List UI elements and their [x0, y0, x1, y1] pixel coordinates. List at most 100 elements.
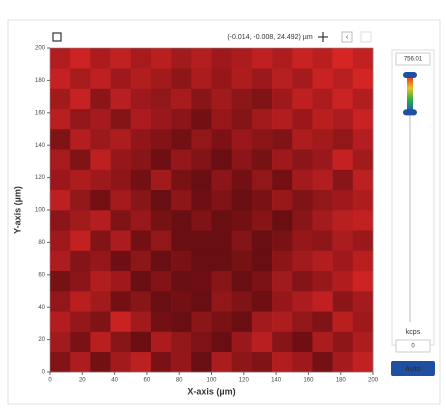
heatmap-cell	[231, 189, 253, 211]
heatmap-cell	[352, 250, 374, 272]
heatmap-cell	[110, 129, 132, 150]
heatmap-cell	[272, 311, 293, 332]
heatmap-cell	[272, 48, 293, 69]
heatmap-cell	[130, 169, 152, 191]
heatmap-cell	[231, 210, 253, 231]
heatmap-cell	[90, 291, 111, 312]
heatmap-cell	[70, 230, 91, 251]
heatmap-cell	[211, 169, 232, 191]
heatmap-cell	[312, 68, 333, 89]
heatmap-cell	[272, 270, 293, 292]
select-icon[interactable]	[52, 32, 62, 42]
heatmap-cell	[332, 250, 354, 272]
heatmap-cell	[191, 68, 212, 89]
heatmap-cell	[211, 129, 232, 150]
heatmap-cell	[191, 270, 212, 292]
heatmap-cell	[211, 311, 232, 332]
forward-button[interactable]	[360, 31, 372, 43]
heatmap-cell	[211, 189, 232, 211]
heatmap-cell	[312, 149, 333, 170]
heatmap-cell	[50, 230, 71, 251]
heatmap-cell	[312, 169, 333, 191]
heatmap-cell	[171, 48, 192, 69]
heatmap-cell	[292, 48, 313, 69]
max-box[interactable]	[395, 52, 431, 66]
heatmap-cell	[251, 169, 273, 191]
move-icon[interactable]	[318, 32, 328, 42]
heatmap-cell	[231, 311, 253, 332]
heatmap-cell	[90, 108, 111, 130]
heatmap-cell	[272, 88, 293, 110]
x-tick-label: 140	[271, 378, 282, 384]
heatmap-cell	[130, 311, 152, 332]
heatmap-cell	[110, 351, 132, 373]
heatmap-cell	[191, 189, 212, 211]
heatmap-cell	[110, 270, 132, 292]
heatmap-cell	[110, 189, 132, 211]
heatmap-cell	[191, 311, 212, 332]
heatmap-cell	[150, 291, 172, 312]
heatmap-cell	[191, 108, 212, 130]
heatmap-cell	[191, 250, 212, 272]
heatmap-cell	[90, 230, 111, 251]
heatmap-cell	[50, 210, 71, 231]
heatmap-cell	[312, 331, 333, 353]
heatmap-cell	[130, 68, 152, 89]
heatmap-cell	[352, 331, 374, 353]
heatmap-cell	[352, 48, 374, 69]
heatmap-cell	[70, 108, 91, 130]
heatmap-cell	[50, 189, 71, 211]
y-tick-label: 60	[38, 272, 45, 278]
heatmap-cell	[130, 88, 152, 110]
heatmap-cell	[171, 250, 192, 272]
heatmap-cell	[231, 129, 253, 150]
heatmap-cell	[332, 169, 354, 191]
min-box[interactable]	[395, 339, 431, 353]
heatmap-cell	[292, 129, 313, 150]
heatmap-cell	[191, 291, 212, 312]
heatmap-cell	[211, 230, 232, 251]
heatmap-cell	[231, 270, 253, 292]
y-tick-label: 120	[35, 175, 46, 181]
heatmap-cell	[312, 48, 333, 69]
heatmap-cell	[171, 291, 192, 312]
heatmap-cell	[211, 291, 232, 312]
heatmap-cell	[171, 311, 192, 332]
heatmap-cell	[292, 311, 313, 332]
x-tick-label: 20	[79, 378, 86, 384]
heatmap-cell	[50, 48, 71, 69]
heatmap-cell	[292, 149, 313, 170]
heatmap-cell	[90, 189, 111, 211]
heatmap-cell	[171, 129, 192, 150]
heatmap-cell	[171, 189, 192, 211]
heatmap-cell	[50, 351, 71, 373]
heatmap-cell	[130, 270, 152, 292]
heatmap-cell	[150, 250, 172, 272]
heatmap-cell	[130, 129, 152, 150]
auto-button[interactable]	[391, 361, 435, 376]
heatmap-cell	[231, 230, 253, 251]
heatmap-cell	[251, 189, 273, 211]
heatmap-cell	[251, 250, 273, 272]
heatmap-cell	[150, 230, 172, 251]
heatmap-cell	[70, 250, 91, 272]
heatmap-cell	[191, 169, 212, 191]
heatmap-cell	[272, 291, 293, 312]
heatmap-cell	[70, 48, 91, 69]
heatmap-cell	[292, 88, 313, 110]
heatmap-cell	[231, 48, 253, 69]
heatmap-cell	[171, 351, 192, 373]
heatmap-cell	[231, 169, 253, 191]
heatmap-cell	[211, 149, 232, 170]
heatmap-cell	[312, 311, 333, 332]
x-tick-label: 60	[144, 378, 151, 384]
heatmap-cell	[231, 250, 253, 272]
heatmap-cell	[90, 210, 111, 231]
back-button[interactable]	[341, 31, 353, 43]
x-tick-label: 120	[239, 378, 250, 384]
heatmap-cell	[332, 108, 354, 130]
heatmap-cell	[90, 169, 111, 191]
heatmap-cell	[211, 48, 232, 69]
